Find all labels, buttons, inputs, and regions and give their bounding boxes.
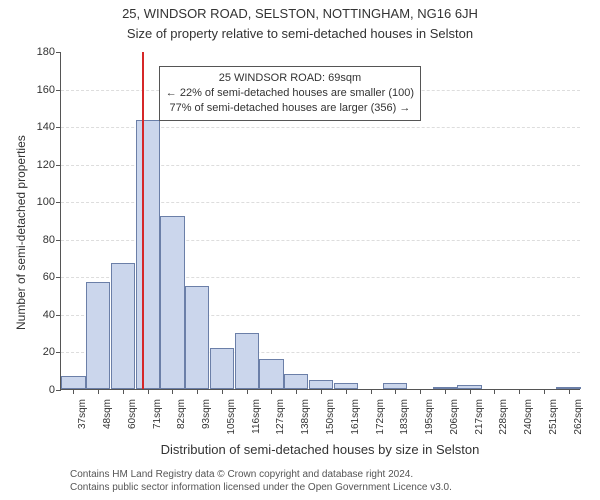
xtick-label: 71sqm <box>152 395 163 449</box>
xtick-label: 116sqm <box>251 395 262 449</box>
ytick-label: 80 <box>43 234 61 246</box>
xtick-mark <box>470 389 471 394</box>
annotation-line3: 77% of semi-detached houses are larger (… <box>166 101 414 116</box>
histogram-bar <box>185 286 209 389</box>
histogram-bar <box>259 359 283 389</box>
xtick-mark <box>395 389 396 394</box>
ytick-label: 160 <box>37 84 61 96</box>
xtick-label: 150sqm <box>325 395 336 449</box>
xtick-label: 195sqm <box>424 395 435 449</box>
x-axis-label: Distribution of semi-detached houses by … <box>60 442 580 457</box>
xtick-label: 138sqm <box>300 395 311 449</box>
xtick-mark <box>420 389 421 394</box>
xtick-label: 161sqm <box>350 395 361 449</box>
annotation-line1: 25 WINDSOR ROAD: 69sqm <box>166 71 414 86</box>
xtick-label: 172sqm <box>375 395 386 449</box>
annotation-line2: ← 22% of semi-detached houses are smalle… <box>166 86 414 101</box>
histogram-bar <box>235 333 259 389</box>
xtick-mark <box>148 389 149 394</box>
xtick-mark <box>371 389 372 394</box>
xtick-mark <box>296 389 297 394</box>
xtick-mark <box>197 389 198 394</box>
histogram-bar <box>284 374 308 389</box>
ytick-label: 180 <box>37 46 61 58</box>
histogram-bar <box>309 380 333 389</box>
xtick-label: 206sqm <box>449 395 460 449</box>
ytick-label: 20 <box>43 346 61 358</box>
xtick-mark <box>544 389 545 394</box>
footer-line2: Contains public sector information licen… <box>70 481 452 494</box>
histogram-bar <box>61 376 85 389</box>
xtick-label: 48sqm <box>102 395 113 449</box>
xtick-mark <box>222 389 223 394</box>
xtick-label: 217sqm <box>474 395 485 449</box>
ytick-label: 120 <box>37 159 61 171</box>
xtick-mark <box>172 389 173 394</box>
chart-title-line2: Size of property relative to semi-detach… <box>0 26 600 41</box>
xtick-mark <box>271 389 272 394</box>
chart-container: { "chart": { "type": "histogram", "title… <box>0 0 600 500</box>
histogram-bar <box>86 282 110 389</box>
xtick-label: 262sqm <box>573 395 584 449</box>
footer-attribution: Contains HM Land Registry data © Crown c… <box>70 468 452 494</box>
xtick-label: 82sqm <box>176 395 187 449</box>
xtick-mark <box>519 389 520 394</box>
xtick-label: 228sqm <box>498 395 509 449</box>
xtick-label: 183sqm <box>399 395 410 449</box>
xtick-mark <box>445 389 446 394</box>
xtick-label: 93sqm <box>201 395 212 449</box>
ytick-label: 0 <box>49 384 61 396</box>
xtick-label: 127sqm <box>275 395 286 449</box>
histogram-bar <box>136 120 160 389</box>
xtick-label: 251sqm <box>548 395 559 449</box>
ytick-label: 60 <box>43 271 61 283</box>
histogram-bar <box>160 216 184 389</box>
xtick-mark <box>569 389 570 394</box>
chart-title-line1: 25, WINDSOR ROAD, SELSTON, NOTTINGHAM, N… <box>0 6 600 21</box>
annotation-box: 25 WINDSOR ROAD: 69sqm← 22% of semi-deta… <box>159 66 421 121</box>
xtick-mark <box>98 389 99 394</box>
histogram-bar <box>210 348 234 389</box>
xtick-mark <box>494 389 495 394</box>
xtick-mark <box>247 389 248 394</box>
histogram-bar <box>111 263 135 389</box>
xtick-label: 240sqm <box>523 395 534 449</box>
ytick-label: 140 <box>37 121 61 133</box>
reference-line <box>142 52 144 389</box>
y-axis-label: Number of semi-detached properties <box>14 135 28 330</box>
xtick-mark <box>321 389 322 394</box>
xtick-label: 37sqm <box>77 395 88 449</box>
plot-area: 02040608010012014016018037sqm48sqm60sqm7… <box>60 52 580 390</box>
xtick-mark <box>73 389 74 394</box>
ytick-label: 40 <box>43 309 61 321</box>
footer-line1: Contains HM Land Registry data © Crown c… <box>70 468 452 481</box>
xtick-mark <box>346 389 347 394</box>
xtick-label: 105sqm <box>226 395 237 449</box>
ytick-label: 100 <box>37 196 61 208</box>
xtick-label: 60sqm <box>127 395 138 449</box>
xtick-mark <box>123 389 124 394</box>
